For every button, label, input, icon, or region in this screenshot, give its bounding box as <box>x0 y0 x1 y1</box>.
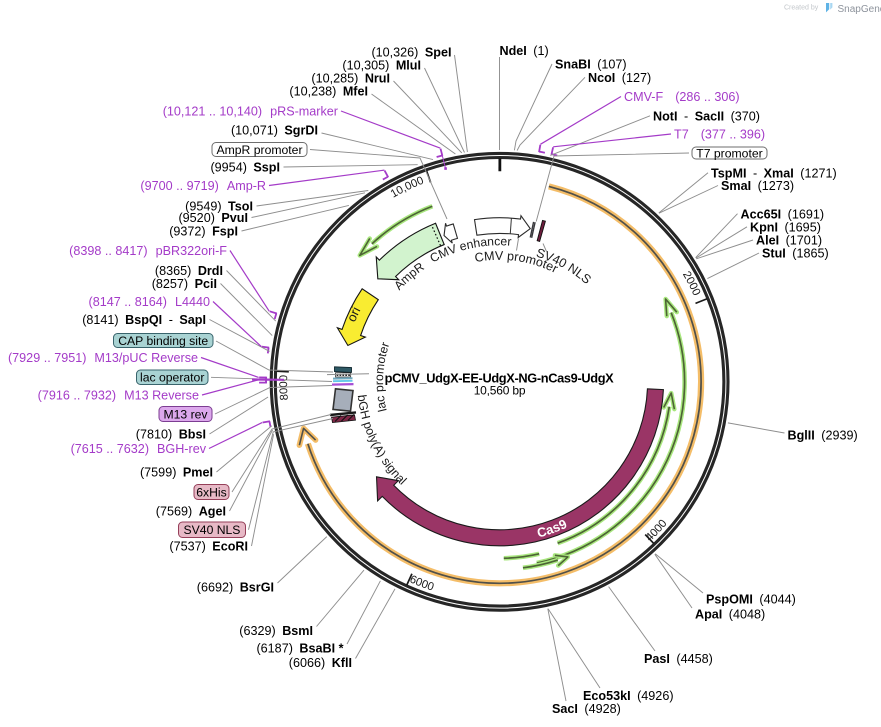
svg-text:BglII(2939): BglII (2939) <box>788 429 858 443</box>
svg-text:(7599)PmeI: (7599) PmeI <box>140 466 213 480</box>
svg-text:NcoI(127): NcoI (127) <box>588 71 651 85</box>
svg-text:(10,238)MfeI: (10,238) MfeI <box>289 85 368 99</box>
svg-text:TspMI-XmaI(1271): TspMI - XmaI (1271) <box>711 166 837 180</box>
svg-text:(10,305)MluI: (10,305) MluI <box>342 59 421 73</box>
svg-text:(6329)BsmI: (6329) BsmI <box>239 624 313 638</box>
svg-text:T7(377 .. 396): T7 (377 .. 396) <box>674 128 765 142</box>
svg-text:NdeI(1): NdeI (1) <box>500 44 549 58</box>
svg-text:(9954)SspI: (9954) SspI <box>210 161 280 175</box>
svg-text:SmaI(1273): SmaI (1273) <box>721 179 794 193</box>
svg-text:(9700 .. 9719)Amp-R: (9700 .. 9719) Amp-R <box>140 179 266 193</box>
svg-text:(7537)EcoRI: (7537) EcoRI <box>169 540 248 554</box>
svg-text:Eco53kI(4926): Eco53kI (4926) <box>583 689 674 703</box>
svg-text:NotI-SacII(370): NotI - SacII (370) <box>653 109 760 123</box>
svg-text:(6187)BsaBI *: (6187) BsaBI * <box>256 642 343 656</box>
svg-text:ApaI(4048): ApaI (4048) <box>695 608 765 622</box>
svg-text:(8365)DrdI: (8365) DrdI <box>155 264 223 278</box>
svg-text:(9372)FspI: (9372) FspI <box>169 225 238 239</box>
svg-text:KpnI(1695): KpnI (1695) <box>750 220 821 234</box>
svg-text:(10,071)SgrDI: (10,071) SgrDI <box>231 124 318 138</box>
svg-text:SnaBI(107): SnaBI (107) <box>555 58 627 72</box>
svg-text:(7916 .. 7932)M13 Reverse: (7916 .. 7932) M13 Reverse <box>38 389 199 403</box>
svg-text:(10,326)SpeI: (10,326) SpeI <box>371 46 451 60</box>
svg-text:(10,285)NruI: (10,285) NruI <box>311 72 390 86</box>
svg-text:PspOMI(4044): PspOMI (4044) <box>706 593 796 607</box>
svg-text:CMV-F(286 .. 306): CMV-F (286 .. 306) <box>624 90 740 104</box>
svg-text:(8141)BspQI-SapI: (8141) BspQI - SapI <box>82 313 206 327</box>
svg-text:StuI(1865): StuI (1865) <box>762 247 829 261</box>
svg-text:(6692)BsrGI: (6692) BsrGI <box>197 581 274 595</box>
svg-text:SacI(4928): SacI (4928) <box>552 702 621 716</box>
svg-text:pCMV_UdgX-EE-UdgX-NG-nCas9-Udg: pCMV_UdgX-EE-UdgX-NG-nCas9-UdgX <box>385 371 615 386</box>
svg-text:T7 promoter: T7 promoter <box>696 146 762 160</box>
svg-text:(7810)BbsI: (7810) BbsI <box>136 428 206 442</box>
svg-text:lac operator: lac operator <box>140 371 204 385</box>
svg-text:(9520)PvuI: (9520) PvuI <box>178 211 248 225</box>
svg-text:AleI(1701): AleI (1701) <box>756 234 822 248</box>
svg-text:SnapGene: SnapGene <box>838 4 881 15</box>
svg-text:Acc65I(1691): Acc65I (1691) <box>741 207 825 221</box>
svg-text:10,560 bp: 10,560 bp <box>474 384 526 398</box>
svg-text:(8257)PciI: (8257) PciI <box>152 277 217 291</box>
svg-text:(7569)AgeI: (7569) AgeI <box>156 505 226 519</box>
svg-text:(9549)TsoI: (9549) TsoI <box>185 200 253 214</box>
svg-text:SV40 NLS: SV40 NLS <box>184 523 241 537</box>
svg-text:(6066)KflI: (6066) KflI <box>289 656 352 670</box>
svg-text:(10,121 .. 10,140)pRS-marker: (10,121 .. 10,140) pRS-marker <box>163 105 338 119</box>
svg-text:Created by: Created by <box>784 4 819 11</box>
svg-text:(8398 .. 8417)pBR322ori-F: (8398 .. 8417) pBR322ori-F <box>69 244 227 258</box>
svg-text:AmpR promoter: AmpR promoter <box>216 143 302 157</box>
svg-text:(8147 .. 8164)L4440: (8147 .. 8164) L4440 <box>89 295 210 309</box>
svg-text:M13 rev: M13 rev <box>163 407 208 421</box>
svg-text:CAP binding site: CAP binding site <box>118 334 208 348</box>
svg-text:6xHis: 6xHis <box>196 485 226 499</box>
svg-text:PasI(4458): PasI (4458) <box>644 652 713 666</box>
svg-text:ori: ori <box>344 304 364 324</box>
svg-text:(7929 .. 7951)M13/pUC Reverse: (7929 .. 7951) M13/pUC Reverse <box>8 351 198 365</box>
svg-text:(7615 .. 7632)BGH-rev: (7615 .. 7632) BGH-rev <box>71 442 207 456</box>
